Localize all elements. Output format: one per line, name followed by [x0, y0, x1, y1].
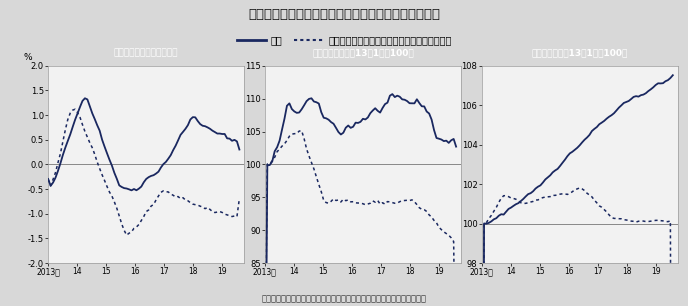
Text: %: % — [24, 53, 32, 62]
Legend: 実績, 非伝統的金融政策を採用しなかった場合の推計: 実績, 非伝統的金融政策を採用しなかった場合の推計 — [234, 33, 454, 48]
Text: 鉱工業生産指数（13年1月＝100）: 鉱工業生産指数（13年1月＝100） — [312, 48, 413, 57]
Text: 消費者物価指数（前年比）: 消費者物価指数（前年比） — [114, 48, 178, 57]
Text: 非伝統的金融政策の採用で実体経済はどう変化したか: 非伝統的金融政策の採用で実体経済はどう変化したか — [248, 8, 440, 21]
Text: 常用雇用者数（13年1月＝100）: 常用雇用者数（13年1月＝100） — [531, 48, 628, 57]
Text: （出所）日本銀行ホームページ資料「非伝統的金融政策の効果と副作用」: （出所）日本銀行ホームページ資料「非伝統的金融政策の効果と副作用」 — [261, 294, 427, 303]
